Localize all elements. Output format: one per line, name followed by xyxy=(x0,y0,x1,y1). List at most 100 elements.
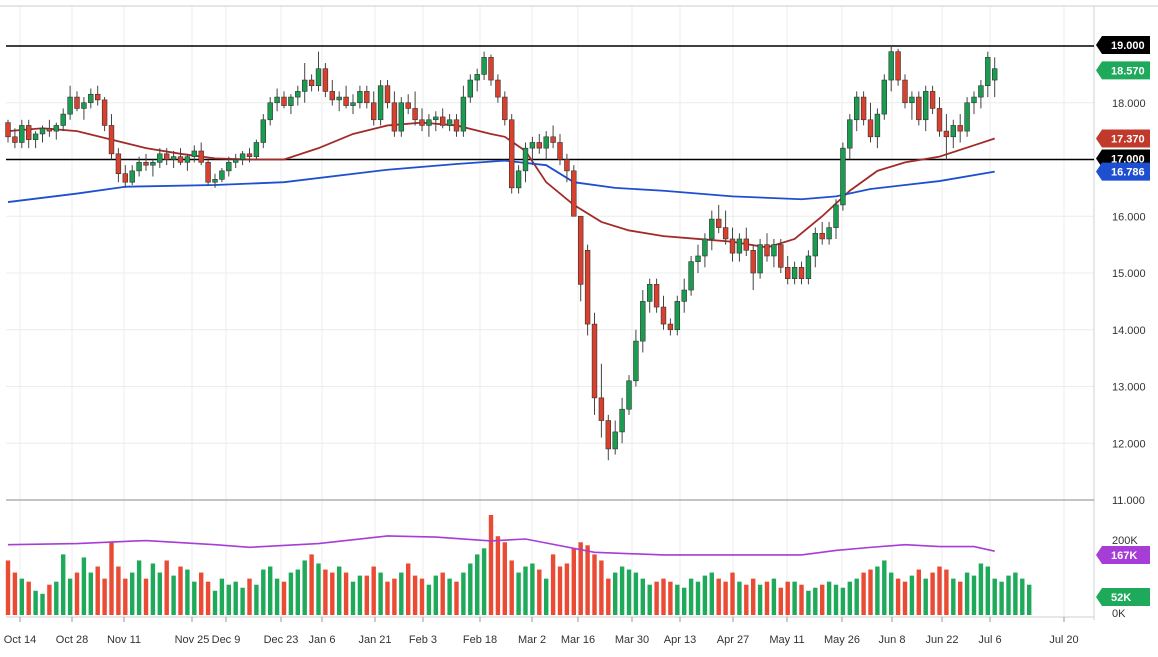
candle-body xyxy=(929,91,936,109)
volume-bar xyxy=(199,572,204,615)
volume-bar xyxy=(958,581,963,615)
candle-body xyxy=(246,153,253,157)
volume-bar xyxy=(219,578,225,615)
volume-bar xyxy=(875,566,880,615)
candle xyxy=(453,114,460,137)
volume-bar xyxy=(688,578,694,615)
candle xyxy=(212,173,218,188)
candle-body xyxy=(791,267,798,279)
candle xyxy=(115,148,122,183)
candle-body xyxy=(253,142,260,157)
candle xyxy=(350,94,356,115)
date-tick-label: Feb 3 xyxy=(409,634,437,646)
candle xyxy=(529,136,536,166)
candle-body xyxy=(715,218,722,228)
badge-shape xyxy=(1096,546,1150,564)
volume-bar xyxy=(385,581,390,615)
candle-body xyxy=(571,170,577,217)
candle xyxy=(778,238,784,273)
volume-bar xyxy=(19,578,24,615)
volume-bar xyxy=(978,563,984,615)
volume-bar xyxy=(606,578,611,615)
candle xyxy=(246,148,253,163)
candle-body xyxy=(88,93,94,104)
volume-bar xyxy=(909,575,915,615)
candle xyxy=(764,233,770,262)
date-tick-label: Oct 28 xyxy=(56,634,88,646)
candle xyxy=(771,238,777,268)
volume-bar xyxy=(557,566,563,615)
candle-body xyxy=(909,96,915,104)
candle xyxy=(260,114,266,149)
candle xyxy=(25,119,32,149)
date-tick-label: Apr 13 xyxy=(664,634,696,646)
volume-bar xyxy=(123,578,128,615)
volume-bar xyxy=(102,578,107,615)
candle xyxy=(384,80,391,109)
volume-tick-label: 0K xyxy=(1112,608,1126,620)
candle xyxy=(867,102,874,143)
candle xyxy=(522,142,529,183)
candle xyxy=(591,312,598,415)
candle xyxy=(633,329,639,387)
price-tick-label: 11.000 xyxy=(1112,495,1145,507)
candle-body xyxy=(101,99,108,126)
candle-body xyxy=(950,125,957,138)
volume-bar xyxy=(268,566,273,615)
volume-bar xyxy=(164,560,169,615)
volume-bar xyxy=(854,578,859,615)
volume-bar xyxy=(944,569,949,615)
candle xyxy=(301,63,308,103)
volume-bar xyxy=(882,560,887,615)
volume-bar xyxy=(592,554,597,615)
volume-bar xyxy=(226,584,231,615)
candle-body xyxy=(515,170,522,189)
candle xyxy=(688,255,694,296)
candle-body xyxy=(157,153,163,163)
candle xyxy=(239,150,246,166)
candle xyxy=(267,97,273,126)
volume-bar xyxy=(343,572,349,615)
volume-bar xyxy=(171,575,176,615)
candle xyxy=(985,51,991,98)
candle-body xyxy=(895,51,901,81)
candle-body xyxy=(301,79,308,92)
candle-body xyxy=(308,79,315,87)
candle-body xyxy=(743,238,750,251)
volume-bar xyxy=(419,578,425,615)
candle xyxy=(405,94,411,115)
candle xyxy=(536,133,543,154)
candle xyxy=(391,91,398,137)
candle xyxy=(584,244,591,336)
volume-bar xyxy=(406,563,411,615)
price-badge: 16.786 xyxy=(1096,162,1150,181)
candle xyxy=(198,142,204,166)
candle-body xyxy=(771,244,777,257)
candle xyxy=(743,227,750,256)
volume-bar xyxy=(433,575,438,615)
volume-average-line xyxy=(7,535,995,556)
candle xyxy=(950,119,957,149)
candle-body xyxy=(170,156,177,160)
candle-body xyxy=(115,153,122,174)
candle-body xyxy=(853,96,860,121)
candle-body xyxy=(943,130,950,138)
candle-body xyxy=(329,91,335,101)
candle-body xyxy=(978,85,984,98)
badge-shape xyxy=(1096,61,1150,80)
volume-bar xyxy=(192,581,197,615)
candle xyxy=(557,133,563,166)
volume-bar xyxy=(364,575,369,615)
volume-bar xyxy=(785,581,790,615)
volume-bar xyxy=(509,560,514,615)
price-badge: 18.570 xyxy=(1096,61,1150,80)
candle-body xyxy=(798,267,805,279)
candle-body xyxy=(667,323,674,331)
candle xyxy=(274,88,280,112)
candle-body xyxy=(439,116,446,126)
volume-bar xyxy=(868,569,873,615)
volume-bar xyxy=(130,572,135,615)
candle xyxy=(508,114,515,194)
